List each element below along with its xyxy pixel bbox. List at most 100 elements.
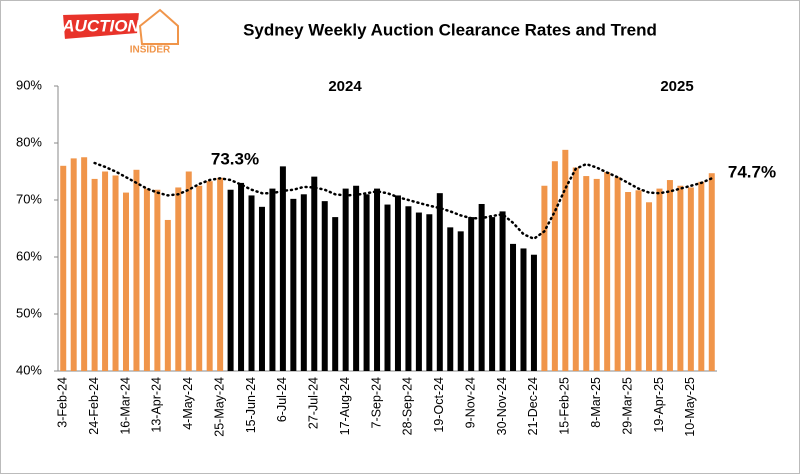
logo-banner [60, 10, 142, 42]
x-tick-label: 27-Jul-24 [307, 377, 321, 429]
bar [102, 171, 109, 371]
x-tick-label: 21-Dec-24 [526, 377, 540, 435]
x-tick-label: 16-Mar-24 [118, 377, 132, 435]
bar [436, 193, 443, 371]
bar [635, 190, 642, 371]
x-tick-label: 15-Feb-25 [558, 377, 572, 435]
bar [279, 166, 286, 371]
bar [426, 214, 433, 371]
bar [206, 181, 213, 371]
bar [394, 195, 401, 371]
x-tick-label: 3-Feb-24 [56, 377, 70, 428]
bar [447, 227, 454, 371]
bar [510, 243, 517, 371]
bar [321, 201, 328, 371]
bar [185, 171, 192, 371]
bar [91, 178, 98, 371]
bar [708, 173, 715, 371]
bar [217, 177, 224, 371]
annotation: 73.3% [211, 149, 259, 168]
bar [384, 204, 391, 371]
bar [551, 161, 558, 371]
annotation: 2024 [328, 78, 362, 95]
bar [468, 217, 475, 371]
x-tick-label: 9-Nov-24 [463, 377, 477, 428]
bar [133, 169, 140, 371]
y-tick-label: 80% [16, 134, 42, 149]
x-tick-label: 17-Aug-24 [338, 377, 352, 435]
bar [604, 172, 611, 371]
bar [154, 189, 161, 371]
bar [258, 206, 265, 371]
bar [530, 254, 537, 371]
logo: AUCTION INSIDER [60, 8, 179, 56]
bar [415, 212, 422, 371]
bar [196, 185, 203, 371]
x-tick-label: 8-Mar-25 [589, 377, 603, 428]
bar [363, 194, 370, 371]
logo-house [138, 8, 179, 45]
bar [520, 248, 527, 371]
x-tick-label: 13-Apr-24 [150, 377, 164, 433]
bar [374, 188, 381, 371]
logo-text: INSIDER [130, 45, 171, 56]
bar [666, 180, 673, 371]
x-tick-label: 19-Apr-25 [652, 377, 666, 433]
bar [572, 167, 579, 371]
bar [300, 194, 307, 371]
bar [248, 195, 255, 371]
bar [238, 182, 245, 371]
bar [583, 176, 590, 371]
annotation: 2025 [660, 78, 693, 95]
x-tick-label: 28-Sep-24 [401, 377, 415, 435]
bar [562, 149, 569, 371]
bar [175, 187, 182, 371]
bar [70, 158, 77, 371]
y-tick-label: 70% [16, 191, 42, 206]
bar [112, 175, 119, 371]
x-tick-label: 10-May-25 [683, 377, 697, 437]
bar [405, 206, 412, 371]
bar [269, 188, 276, 371]
bar [646, 202, 653, 371]
annotation: 74.7% [728, 162, 776, 181]
chart-title: Sydney Weekly Auction Clearance Rates an… [243, 20, 657, 39]
y-tick-label: 40% [16, 362, 42, 377]
bar [227, 189, 234, 371]
bar [625, 192, 632, 371]
bar [164, 219, 171, 371]
x-tick-label: 7-Sep-24 [369, 377, 383, 428]
bar [541, 185, 548, 371]
x-tick-label: 29-Mar-25 [620, 377, 634, 435]
y-tick-label: 60% [16, 248, 42, 263]
bar [687, 187, 694, 371]
bar [60, 165, 67, 371]
bar [311, 176, 318, 371]
bar [81, 157, 88, 371]
bar [342, 188, 349, 371]
bar [593, 178, 600, 371]
x-tick-label: 25-May-24 [212, 377, 226, 437]
bar [478, 203, 485, 371]
bar [457, 231, 464, 371]
bar [143, 188, 150, 371]
logo-text: AUCTION [61, 16, 140, 35]
bar [698, 181, 705, 371]
bar [122, 192, 129, 371]
bar [332, 217, 339, 371]
x-tick-label: 24-Feb-24 [87, 377, 101, 435]
x-tick-label: 30-Nov-24 [495, 377, 509, 435]
x-tick-label: 15-Jun-24 [244, 377, 258, 433]
y-tick-label: 90% [16, 77, 42, 92]
bar [499, 211, 506, 371]
bar [489, 217, 496, 371]
x-tick-label: 4-May-24 [181, 377, 195, 430]
bar [656, 188, 663, 371]
bar [677, 185, 684, 371]
trend-line [93, 161, 714, 241]
x-tick-label: 6-Jul-24 [275, 377, 289, 422]
bar [614, 177, 621, 371]
bar [290, 198, 297, 371]
bar [353, 185, 360, 371]
